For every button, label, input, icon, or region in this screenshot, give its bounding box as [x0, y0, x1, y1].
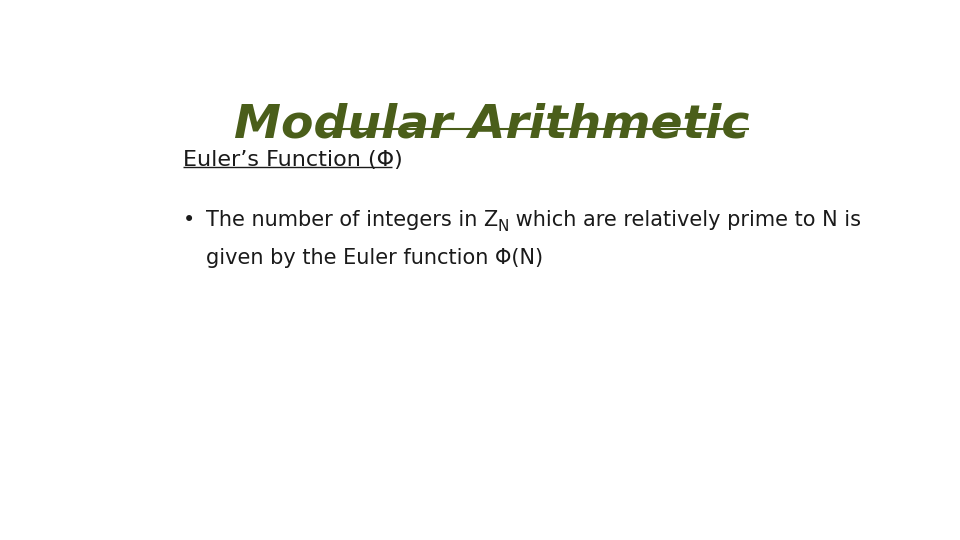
Text: which are relatively prime to N is: which are relatively prime to N is: [509, 210, 861, 231]
Text: •: •: [183, 210, 196, 231]
Text: Modular Arithmetic: Modular Arithmetic: [234, 102, 750, 147]
Text: Euler’s Function (Φ): Euler’s Function (Φ): [183, 150, 403, 170]
Text: The number of integers in Z: The number of integers in Z: [205, 210, 498, 231]
Text: given by the Euler function Φ(N): given by the Euler function Φ(N): [205, 248, 542, 268]
Text: N: N: [498, 219, 509, 234]
